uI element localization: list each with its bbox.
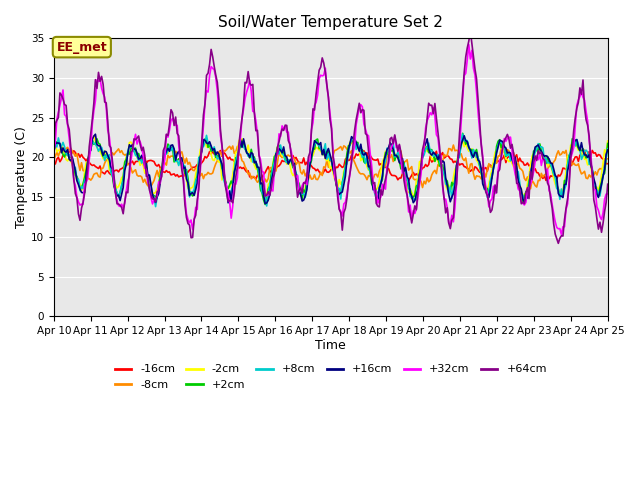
-2cm	[90, 133, 98, 139]
-2cm	[576, 145, 584, 151]
-2cm	[604, 138, 612, 144]
+64cm	[554, 240, 562, 246]
+2cm	[576, 148, 584, 154]
+64cm	[243, 80, 250, 86]
-8cm	[292, 162, 300, 168]
+8cm	[576, 146, 584, 152]
-2cm	[294, 181, 301, 187]
-8cm	[576, 167, 584, 173]
+64cm	[234, 164, 241, 170]
+8cm	[118, 182, 125, 188]
+8cm	[294, 173, 301, 179]
+16cm	[92, 132, 99, 137]
+32cm	[576, 94, 584, 99]
+16cm	[261, 201, 269, 206]
+8cm	[244, 153, 252, 159]
+32cm	[292, 175, 300, 180]
+32cm	[557, 232, 565, 238]
Line: -2cm: -2cm	[54, 136, 608, 200]
-16cm	[243, 169, 250, 175]
+32cm	[234, 175, 241, 180]
-8cm	[604, 156, 612, 162]
+8cm	[235, 146, 243, 152]
-8cm	[527, 186, 534, 192]
+2cm	[604, 141, 612, 146]
-8cm	[234, 144, 241, 149]
+16cm	[244, 151, 252, 157]
+2cm	[459, 131, 467, 136]
+16cm	[235, 148, 243, 154]
Line: +16cm: +16cm	[54, 134, 608, 204]
+8cm	[459, 131, 467, 137]
+2cm	[294, 177, 301, 183]
+8cm	[152, 204, 159, 209]
+16cm	[295, 187, 303, 193]
Legend: -16cm, -8cm, -2cm, +2cm, +8cm, +16cm, +32cm, +64cm: -16cm, -8cm, -2cm, +2cm, +8cm, +16cm, +3…	[110, 360, 551, 395]
Y-axis label: Temperature (C): Temperature (C)	[15, 126, 28, 228]
+32cm	[215, 108, 223, 113]
+16cm	[216, 157, 224, 163]
+16cm	[50, 149, 58, 155]
-8cm	[50, 157, 58, 163]
-8cm	[449, 142, 457, 148]
-2cm	[50, 147, 58, 153]
+2cm	[50, 147, 58, 153]
-2cm	[119, 174, 127, 180]
-2cm	[244, 142, 252, 148]
-16cm	[542, 178, 550, 183]
Line: +2cm: +2cm	[54, 133, 608, 204]
Line: +64cm: +64cm	[54, 31, 608, 243]
+16cm	[576, 147, 584, 153]
-16cm	[292, 155, 300, 160]
+16cm	[119, 185, 127, 191]
+8cm	[50, 150, 58, 156]
-16cm	[118, 166, 125, 171]
Line: +32cm: +32cm	[54, 45, 608, 235]
+64cm	[604, 181, 612, 187]
+2cm	[243, 149, 250, 155]
+2cm	[215, 153, 223, 159]
Line: +8cm: +8cm	[54, 134, 608, 206]
-16cm	[50, 160, 58, 166]
-16cm	[215, 150, 223, 156]
+16cm	[604, 147, 612, 153]
Text: EE_met: EE_met	[56, 41, 107, 54]
+8cm	[604, 146, 612, 152]
-16cm	[604, 161, 612, 167]
-8cm	[215, 149, 223, 155]
Line: -16cm: -16cm	[54, 150, 608, 180]
-2cm	[519, 197, 527, 203]
+64cm	[215, 96, 223, 102]
+8cm	[216, 156, 224, 161]
-8cm	[118, 148, 125, 154]
+2cm	[118, 183, 125, 189]
-16cm	[234, 162, 241, 168]
-2cm	[235, 137, 243, 143]
+64cm	[50, 144, 58, 150]
+2cm	[234, 155, 241, 160]
+32cm	[465, 42, 473, 48]
+32cm	[118, 201, 125, 207]
Line: -8cm: -8cm	[54, 145, 608, 189]
+32cm	[243, 89, 250, 95]
+64cm	[467, 28, 474, 34]
+64cm	[576, 85, 584, 91]
+32cm	[604, 191, 612, 197]
+32cm	[50, 150, 58, 156]
X-axis label: Time: Time	[316, 339, 346, 352]
Title: Soil/Water Temperature Set 2: Soil/Water Temperature Set 2	[218, 15, 443, 30]
+64cm	[292, 177, 300, 183]
+64cm	[118, 204, 125, 210]
-2cm	[216, 159, 224, 165]
-8cm	[243, 167, 250, 173]
-16cm	[575, 158, 582, 164]
-16cm	[580, 147, 588, 153]
+2cm	[261, 202, 269, 207]
